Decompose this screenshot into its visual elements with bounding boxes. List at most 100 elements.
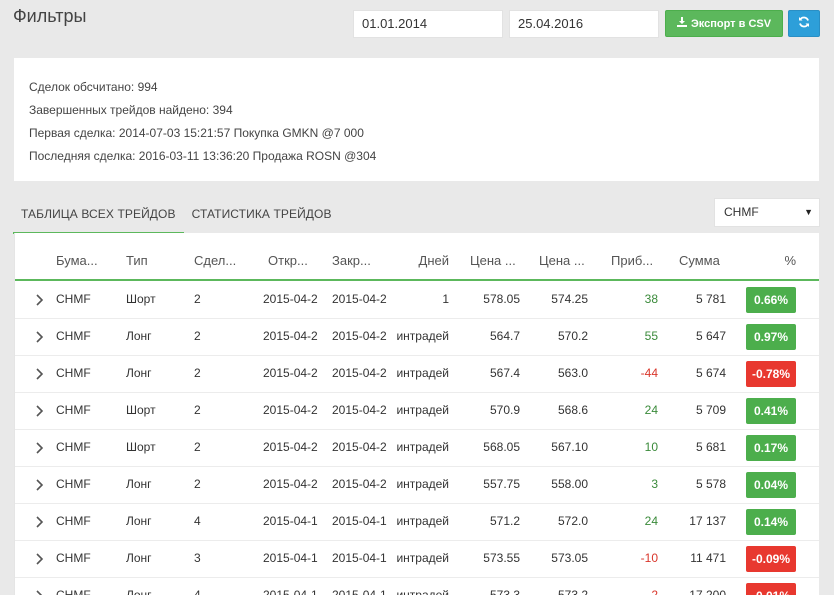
pct-badge: -0.78%: [746, 361, 796, 387]
table-row[interactable]: CHMF Лонг 2 2015-04-2 2015-04-2 интрадей 567.4…: [15, 356, 819, 393]
cell-profit: 55: [644, 329, 658, 343]
cell-price-open: 573.55: [483, 551, 520, 565]
col-deals[interactable]: Сдел...: [194, 253, 237, 268]
cell-sum: 5 681: [695, 440, 726, 454]
chevron-right-icon[interactable]: [33, 589, 47, 595]
cell-price-open: 564.7: [489, 329, 520, 343]
cell-profit: 3: [651, 477, 658, 491]
refresh-button[interactable]: [788, 10, 820, 37]
cell-type: Лонг: [126, 551, 152, 565]
pct-badge: 0.41%: [746, 398, 796, 424]
table-row[interactable]: CHMF Лонг 4 2015-04-1 2015-04-1 интрадей 573.3…: [15, 578, 819, 595]
cell-deals: 2: [194, 477, 201, 491]
cell-type: Шорт: [126, 403, 156, 417]
cell-profit: -2: [647, 588, 658, 595]
col-ticker[interactable]: Бума...: [56, 253, 98, 268]
col-price-close[interactable]: Цена ...: [539, 253, 585, 268]
cell-deals: 2: [194, 366, 201, 380]
cell-days: интрадей: [396, 366, 449, 380]
col-sum[interactable]: Сумма: [679, 253, 720, 268]
cell-price-open: 557.75: [483, 477, 520, 491]
col-open[interactable]: Откр...: [268, 253, 308, 268]
cell-days: интрадей: [396, 329, 449, 343]
table-row[interactable]: CHMF Шорт 2 2015-04-2 2015-04-2 интрадей 568.0…: [15, 430, 819, 467]
tab-bar: Таблица всех трейдов Статистика трейдов: [13, 198, 340, 234]
cell-ticker: CHMF: [56, 366, 91, 380]
cell-days: интрадей: [396, 440, 449, 454]
date-from-input[interactable]: 01.01.2014: [353, 10, 503, 38]
chevron-right-icon[interactable]: [33, 515, 47, 529]
table-row[interactable]: CHMF Лонг 2 2015-04-2 2015-04-2 интрадей 557.7…: [15, 467, 819, 504]
cell-sum: 11 471: [690, 551, 726, 565]
pct-badge: 0.97%: [746, 324, 796, 350]
summary-panel: Сделок обсчитано: 994 Завершенных трейдо…: [14, 58, 819, 181]
cell-deals: 4: [194, 588, 201, 595]
col-pct[interactable]: %: [784, 253, 796, 268]
cell-type: Лонг: [126, 329, 152, 343]
refresh-icon: [798, 15, 810, 33]
table-row[interactable]: CHMF Лонг 3 2015-04-1 2015-04-1 интрадей 573.5…: [15, 541, 819, 578]
cell-profit: -44: [640, 366, 658, 380]
export-csv-label: Экспорт в CSV: [690, 17, 772, 30]
cell-deals: 2: [194, 329, 201, 343]
table-row[interactable]: CHMF Лонг 2 2015-04-2 2015-04-2 интрадей 564.7…: [15, 319, 819, 356]
col-type[interactable]: Тип: [126, 253, 148, 268]
date-to-input[interactable]: 25.04.2016: [509, 10, 659, 38]
table-row[interactable]: CHMF Шорт 2 2015-04-2 2015-04-2 1 578.05 574.25…: [15, 282, 819, 319]
cell-open: 2015-04-1: [263, 551, 318, 565]
cell-deals: 3: [194, 551, 201, 565]
chevron-right-icon[interactable]: [33, 367, 47, 381]
tab-trade-stats[interactable]: Статистика трейдов: [191, 207, 332, 221]
cell-open: 2015-04-2: [263, 292, 318, 306]
cell-price-open: 570.9: [489, 403, 520, 417]
cell-open: 2015-04-2: [263, 477, 318, 491]
export-csv-button[interactable]: Экспорт в CSV: [665, 10, 783, 37]
col-profit[interactable]: Приб...: [611, 253, 654, 268]
col-price-open[interactable]: Цена ...: [470, 253, 516, 268]
cell-sum: 5 674: [695, 366, 726, 380]
pct-badge: -0.09%: [746, 546, 796, 572]
chevron-right-icon[interactable]: [33, 293, 47, 307]
cell-profit: 10: [644, 440, 658, 454]
chevron-right-icon[interactable]: [33, 404, 47, 418]
chevron-right-icon[interactable]: [33, 552, 47, 566]
download-icon: [676, 17, 687, 30]
table-header: Бума... Тип Сдел... Откр... Закр... Дней…: [15, 233, 819, 281]
cell-close: 2015-04-2: [332, 292, 387, 306]
cell-close: 2015-04-2: [332, 440, 387, 454]
pct-badge: -0.01%: [746, 583, 796, 595]
cell-price-open: 567.4: [489, 366, 520, 380]
cell-type: Лонг: [126, 514, 152, 528]
cell-type: Лонг: [126, 366, 152, 380]
caret-down-icon: ▼: [804, 207, 813, 217]
chevron-right-icon[interactable]: [33, 330, 47, 344]
cell-open: 2015-04-1: [263, 588, 318, 595]
cell-price-close: 570.2: [557, 329, 588, 343]
col-days[interactable]: Дней: [418, 253, 449, 268]
table-row[interactable]: CHMF Лонг 4 2015-04-1 2015-04-1 интрадей 571.2…: [15, 504, 819, 541]
cell-price-open: 568.05: [483, 440, 520, 454]
tab-all-trades[interactable]: Таблица всех трейдов: [13, 198, 184, 234]
trades-table: Бума... Тип Сдел... Откр... Закр... Дней…: [14, 233, 819, 595]
chevron-right-icon[interactable]: [33, 441, 47, 455]
chevron-right-icon[interactable]: [33, 478, 47, 492]
cell-close: 2015-04-1: [332, 551, 387, 565]
cell-ticker: CHMF: [56, 588, 91, 595]
cell-open: 2015-04-2: [263, 403, 318, 417]
cell-deals: 2: [194, 292, 201, 306]
cell-close: 2015-04-1: [332, 514, 387, 528]
ticker-select[interactable]: CHMF ▼: [714, 198, 820, 227]
pct-badge: 0.66%: [746, 287, 796, 313]
cell-days: интрадей: [396, 403, 449, 417]
cell-price-open: 571.2: [489, 514, 520, 528]
cell-sum: 5 709: [695, 403, 726, 417]
cell-sum: 5 578: [695, 477, 726, 491]
pct-badge: 0.04%: [746, 472, 796, 498]
cell-price-close: 563.0: [557, 366, 588, 380]
cell-days: интрадей: [396, 477, 449, 491]
cell-type: Шорт: [126, 292, 156, 306]
col-close[interactable]: Закр...: [332, 253, 371, 268]
summary-first-deal: Первая сделка: 2014-07-03 15:21:57 Покуп…: [29, 126, 364, 140]
table-row[interactable]: CHMF Шорт 2 2015-04-2 2015-04-2 интрадей 570.9…: [15, 393, 819, 430]
cell-price-close: 572.0: [557, 514, 588, 528]
